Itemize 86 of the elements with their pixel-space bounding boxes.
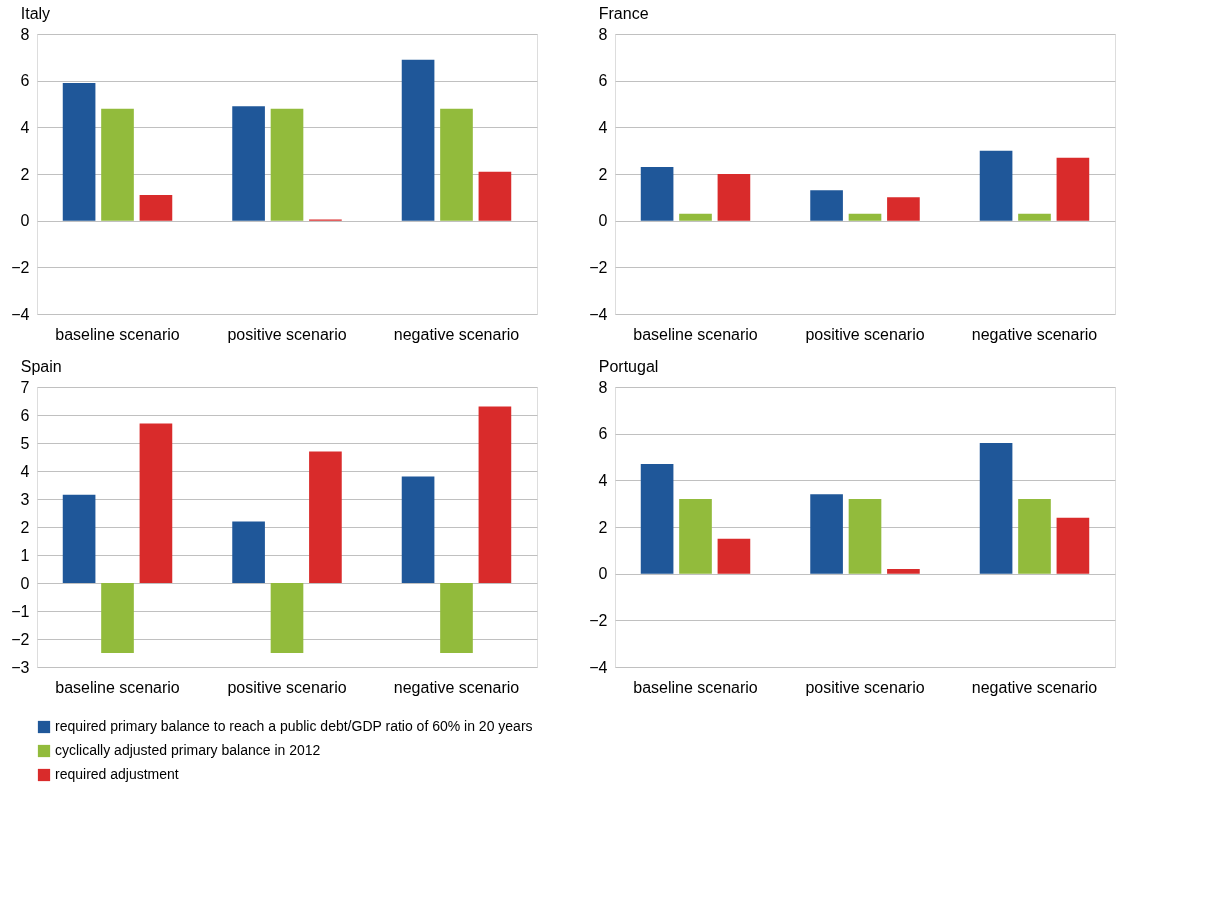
- legend-label: required primary balance to reach a public debt/GDP ratio of 60% in 20 years: [55, 718, 533, 734]
- bar: [101, 583, 134, 653]
- bar: [717, 538, 751, 574]
- bar: [478, 171, 512, 221]
- chart-title: Portugal: [598, 358, 659, 375]
- bar: [810, 190, 843, 221]
- legend-label: cyclically adjusted primary balance in 2012: [55, 742, 321, 758]
- y-tick-label: 2: [598, 518, 608, 536]
- y-tick-label: 6: [20, 406, 30, 424]
- y-tick-label: 7: [20, 378, 30, 396]
- x-tick-label: baseline scenario: [55, 325, 180, 343]
- y-tick-label: 4: [598, 471, 608, 489]
- bar: [810, 494, 843, 574]
- x-tick-label: negative scenario: [393, 325, 520, 343]
- y-tick-label: 3: [20, 490, 30, 508]
- y-tick-label: 5: [20, 434, 30, 452]
- bar: [679, 213, 712, 221]
- y-tick-label: −2: [11, 258, 30, 276]
- y-tick-label: 8: [598, 25, 608, 43]
- bar: [270, 108, 304, 221]
- y-tick-label: 1: [20, 546, 30, 564]
- y-tick-label: 6: [598, 72, 608, 90]
- x-tick-label: negative scenario: [971, 678, 1098, 696]
- y-tick-label: 4: [20, 118, 30, 136]
- bar: [848, 213, 882, 221]
- legend-label: required adjustment: [55, 766, 179, 782]
- x-tick-label: positive scenario: [227, 678, 347, 696]
- y-tick-label: 4: [20, 462, 30, 480]
- x-tick-label: baseline scenario: [55, 678, 180, 696]
- chart-title: Italy: [20, 5, 51, 22]
- y-tick-label: 0: [598, 212, 608, 230]
- y-tick-label: −2: [589, 258, 608, 276]
- bar: [401, 59, 435, 221]
- bar: [848, 499, 882, 574]
- bar: [232, 106, 265, 221]
- bar: [139, 423, 173, 583]
- bar: [139, 195, 173, 221]
- y-tick-label: 2: [598, 165, 608, 183]
- bar: [270, 583, 304, 653]
- y-tick-label: 8: [598, 378, 608, 396]
- y-tick-label: −4: [589, 305, 608, 323]
- x-tick-label: negative scenario: [971, 325, 1098, 343]
- bar: [62, 494, 96, 583]
- bar: [717, 174, 751, 221]
- bar: [478, 406, 512, 583]
- x-tick-label: positive scenario: [805, 325, 925, 343]
- bar: [640, 167, 674, 221]
- chart-title: Spain: [20, 358, 62, 375]
- x-tick-label: positive scenario: [805, 678, 925, 696]
- y-tick-label: 0: [20, 212, 30, 230]
- y-tick-label: 8: [20, 25, 30, 43]
- y-tick-label: 4: [598, 118, 608, 136]
- bar: [1018, 213, 1051, 221]
- y-tick-label: −2: [11, 630, 30, 648]
- y-tick-label: 0: [598, 565, 608, 583]
- x-tick-label: negative scenario: [393, 678, 520, 696]
- bar: [640, 464, 674, 574]
- y-tick-label: −3: [11, 658, 30, 676]
- chart-title: France: [598, 5, 649, 22]
- y-tick-label: 6: [20, 72, 30, 90]
- bar: [979, 443, 1013, 574]
- bar: [440, 108, 473, 221]
- bar: [232, 521, 265, 583]
- bar: [309, 451, 342, 583]
- y-tick-label: 6: [598, 425, 608, 443]
- bar: [679, 499, 712, 574]
- bar: [887, 197, 920, 221]
- y-tick-label: 2: [20, 518, 30, 536]
- x-tick-label: baseline scenario: [633, 678, 758, 696]
- y-tick-label: 0: [20, 574, 30, 592]
- x-tick-label: baseline scenario: [633, 325, 758, 343]
- y-tick-label: −4: [589, 658, 608, 676]
- bar: [1056, 517, 1090, 574]
- bar: [1056, 157, 1090, 221]
- bar: [101, 108, 134, 221]
- bar: [401, 476, 435, 583]
- y-tick-label: −2: [589, 611, 608, 629]
- bar: [1018, 499, 1051, 574]
- y-tick-label: 2: [20, 165, 30, 183]
- x-tick-label: positive scenario: [227, 325, 347, 343]
- bar: [887, 569, 920, 574]
- bar: [440, 583, 473, 653]
- y-tick-label: −1: [11, 602, 30, 620]
- bar: [62, 83, 96, 221]
- bar: [979, 150, 1013, 221]
- y-tick-label: −4: [11, 305, 30, 323]
